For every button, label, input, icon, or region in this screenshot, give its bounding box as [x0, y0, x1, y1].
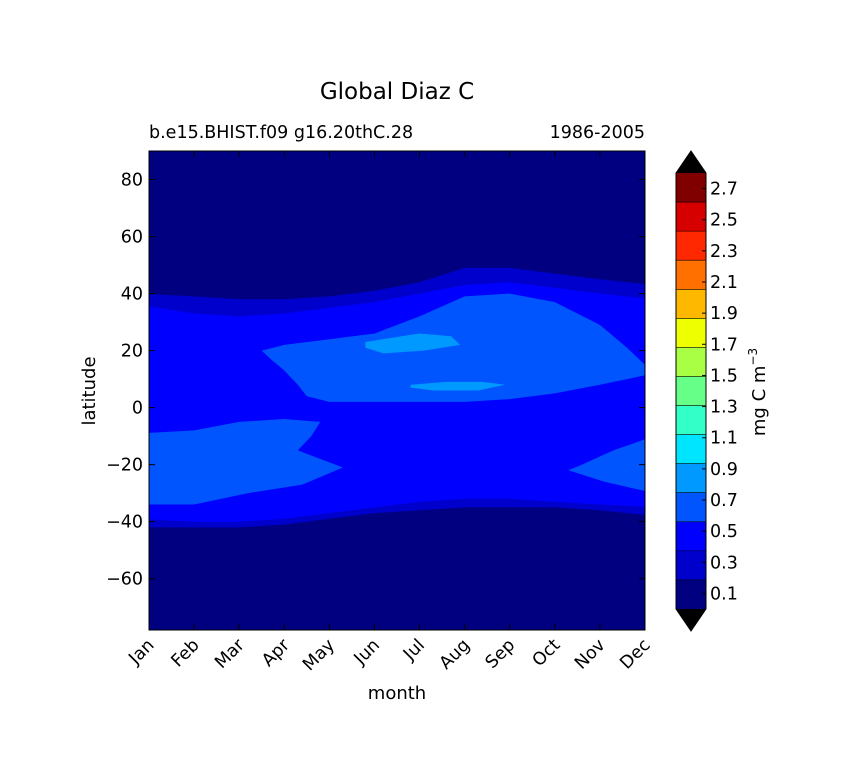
- colorbar-tick-label: 2.1: [710, 273, 738, 293]
- colorbar-band: [676, 492, 706, 523]
- colorbar-tick-label: 0.1: [710, 584, 738, 604]
- contour-level-0.7-a: [365, 333, 461, 354]
- x-tick-label: Nov: [571, 635, 609, 673]
- colorbar-band: [676, 289, 706, 319]
- x-tick-label: Jun: [350, 635, 384, 669]
- y-tick-label: 60: [121, 228, 143, 248]
- colorbar-tick-label: 0.9: [710, 460, 738, 480]
- y-tick-label: −40: [106, 513, 143, 533]
- plot-area: [149, 151, 645, 630]
- colorbar-band: [676, 231, 706, 261]
- y-tick-label: 80: [121, 171, 143, 191]
- contour-level-0.7-b: [410, 381, 506, 391]
- chart-subtitle-right: 1986-2005: [550, 123, 645, 143]
- colorbar-band: [676, 202, 706, 232]
- colorbar-band: [676, 463, 706, 494]
- contour-level-0.5-south-west: [149, 419, 343, 505]
- colorbar-tick-label: 0.3: [710, 553, 738, 573]
- colorbar-tick-label: 1.7: [710, 335, 738, 355]
- contour-level-0.5-south-east: [568, 439, 645, 492]
- x-axis-label: month: [368, 683, 426, 704]
- y-axis: 80 60 40 20 0 −20 −40 −60: [106, 171, 645, 590]
- colorbar-band: [676, 521, 706, 552]
- x-tick-label: Feb: [168, 635, 204, 671]
- colorbar-tick-label: 2.5: [710, 211, 738, 231]
- colorbar-band: [676, 173, 706, 203]
- colorbar-label-exponent: −3: [746, 348, 760, 366]
- x-tick-label: Jul: [399, 635, 429, 665]
- colorbar-band: [676, 550, 706, 581]
- chart-title: Global Diaz C: [320, 79, 474, 105]
- y-tick-label: 20: [121, 342, 143, 362]
- colorbar-label: mg C m−3: [746, 348, 770, 436]
- colorbar-band: [676, 347, 706, 377]
- colorbar-tick-label: 1.5: [710, 366, 738, 386]
- colorbar: 0.1 0.3 0.5 0.7 0.9 1.1 1.3 1.5 1.7 1.9 2.1 2.3 2.5 2…: [675, 150, 738, 632]
- y-tick-label: −60: [106, 570, 143, 590]
- x-tick-label: Dec: [616, 635, 654, 673]
- colorbar-tick-label: 1.1: [710, 429, 738, 449]
- colorbar-outline: [675, 150, 707, 632]
- x-tick-label: Oct: [529, 635, 565, 671]
- x-tick-label: May: [299, 635, 339, 675]
- colorbar-band: [676, 405, 706, 435]
- x-tick-label: Apr: [258, 635, 294, 671]
- colorbar-tick-label: 0.7: [710, 491, 738, 511]
- x-tick-label: Sep: [482, 635, 519, 672]
- colorbar-tick-label: 1.3: [710, 398, 738, 418]
- y-tick-label: 0: [132, 399, 143, 419]
- x-tick-label: Aug: [436, 635, 474, 673]
- colorbar-tick-label: 0.5: [710, 522, 738, 542]
- colorbar-tick-label: 1.9: [710, 304, 738, 324]
- y-tick-label: −20: [106, 456, 143, 476]
- colorbar-tick-label: 2.7: [710, 180, 738, 200]
- colorbar-band: [676, 376, 706, 406]
- y-tick-label: 40: [121, 285, 143, 305]
- chart-subtitle-left: b.e15.BHIST.f09 g16.20thC.28: [149, 123, 413, 143]
- x-tick-label: Jan: [125, 635, 159, 669]
- y-axis-label: latitude: [79, 356, 100, 425]
- x-tick-label: Mar: [211, 635, 249, 673]
- colorbar-label-main: mg C m: [749, 366, 770, 437]
- colorbar-band: [676, 260, 706, 290]
- contour-level-0.5-north: [261, 293, 645, 402]
- colorbar-over-arrow: [676, 151, 706, 173]
- plot-frame: [148, 150, 646, 631]
- colorbar-tick-label: 2.3: [710, 242, 738, 262]
- colorbar-under-arrow: [676, 609, 706, 631]
- colorbar-band: [676, 318, 706, 348]
- colorbar-band: [676, 434, 706, 464]
- colorbar-band: [676, 579, 706, 610]
